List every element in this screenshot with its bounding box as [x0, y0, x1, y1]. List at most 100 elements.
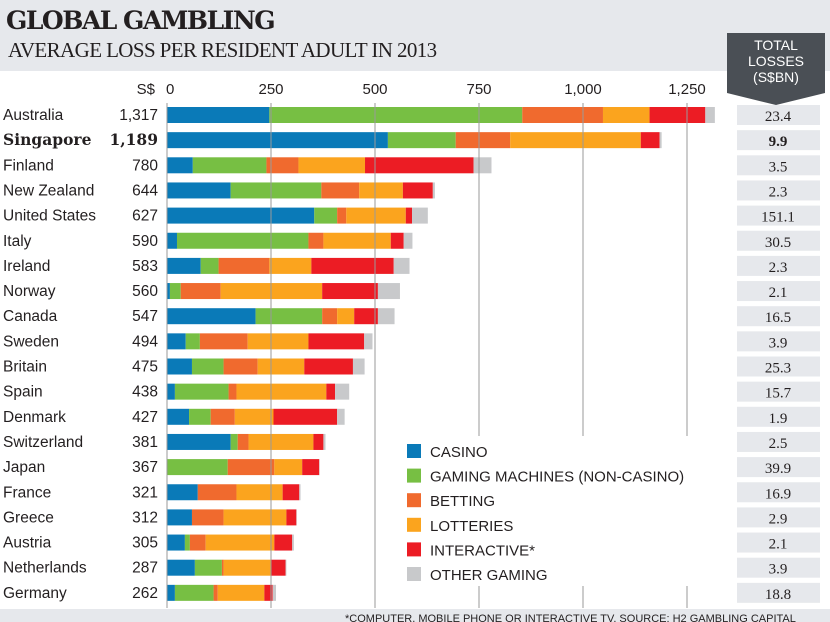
bar-segment-casino — [167, 132, 388, 149]
total-value-label: 287 — [132, 560, 158, 577]
bar-segment-gaming-machines-non-casino- — [230, 182, 322, 199]
bar-segment-other-gaming — [337, 408, 345, 425]
bar-segment-lotteries — [510, 132, 641, 149]
total-losses-value: 2.1 — [769, 537, 788, 553]
total-losses-value: 2.3 — [769, 184, 788, 200]
chart-subtitle: AVERAGE LOSS PER RESIDENT ADULT IN 2013 — [8, 38, 437, 62]
total-losses-box — [737, 331, 820, 352]
total-losses-box — [737, 105, 820, 125]
category-label: Singapore — [3, 130, 92, 149]
bar-segment-gaming-machines-non-casino- — [200, 257, 219, 274]
bar-segment-other-gaming — [393, 257, 410, 274]
total-value-label: 560 — [132, 283, 158, 300]
category-label: Denmark — [3, 409, 66, 426]
bar-segment-lotteries — [274, 459, 303, 476]
bar-segment-gaming-machines-non-casino- — [269, 107, 523, 123]
total-losses-header: TOTAL LOSSES (S$BN) — [727, 33, 825, 105]
total-losses-value: 2.5 — [769, 436, 788, 452]
bar-segment-lotteries — [269, 257, 312, 274]
total-losses-box — [737, 180, 820, 201]
total-value-label: 494 — [132, 333, 158, 350]
bar-segment-interactive- — [365, 157, 474, 174]
bar-segment-betting — [337, 207, 347, 224]
bar-segment-interactive- — [264, 584, 273, 601]
total-losses-value: 2.1 — [769, 285, 788, 301]
total-losses-value: 3.5 — [769, 159, 788, 175]
total-losses-line: LOSSES — [747, 53, 805, 69]
bar-segment-casino — [167, 257, 201, 274]
total-value-label: 305 — [132, 535, 158, 552]
x-tick-label: 1,250 — [668, 81, 706, 98]
bar-segment-casino — [167, 584, 175, 601]
bar-segment-lotteries — [337, 308, 355, 325]
total-losses-box — [737, 457, 820, 478]
legend-label: INTERACTIVE* — [430, 542, 535, 559]
bar-segment-casino — [167, 358, 192, 375]
bar-segment-gaming-machines-non-casino- — [169, 283, 181, 300]
bar-segment-gaming-machines-non-casino- — [314, 207, 338, 224]
total-losses-box — [737, 582, 820, 603]
bar-segment-casino — [167, 207, 315, 224]
legend-swatch — [407, 493, 421, 508]
x-axis-label: S$ — [137, 81, 156, 98]
total-losses-box — [737, 406, 820, 427]
bar-segment-interactive- — [354, 308, 378, 325]
total-losses-box — [737, 155, 820, 176]
bar-segment-interactive- — [405, 207, 413, 224]
bar-segment-casino — [167, 383, 175, 400]
bar-segment-betting — [197, 484, 237, 501]
total-losses-box — [737, 306, 820, 327]
x-tick-label: 250 — [258, 81, 283, 98]
legend-swatch — [407, 567, 421, 581]
bar-segment-betting — [199, 333, 248, 350]
bar-segment-casino — [167, 333, 186, 350]
bar-segment-casino — [167, 107, 270, 123]
category-label: Norway — [3, 283, 56, 300]
total-losses-box — [737, 381, 820, 402]
bar-segment-other-gaming — [432, 182, 435, 199]
bar-segment-lotteries — [217, 584, 265, 601]
bar-segment-other-gaming — [364, 333, 373, 350]
bar-segment-interactive- — [402, 182, 433, 199]
bar-segment-lotteries — [602, 107, 650, 123]
bar-segment-betting — [228, 383, 237, 400]
category-label: Australia — [3, 107, 64, 124]
total-losses-value: 2.3 — [769, 260, 788, 276]
bar-segment-other-gaming — [412, 207, 428, 224]
total-value-label: 644 — [132, 182, 158, 199]
total-losses-box — [737, 482, 820, 503]
bar-segment-gaming-machines-non-casino- — [230, 433, 238, 450]
bar-segment-gaming-machines-non-casino- — [174, 383, 229, 400]
bar-segment-betting — [308, 232, 324, 249]
total-value-label: 427 — [132, 409, 158, 426]
category-label: Japan — [3, 459, 45, 476]
total-losses-box — [737, 130, 820, 151]
bar-segment-gaming-machines-non-casino- — [167, 459, 228, 476]
category-label: Greece — [3, 509, 54, 526]
footnote: *COMPUTER, MOBILE PHONE OR INTERACTIVE T… — [0, 609, 830, 622]
bar-segment-lotteries — [359, 182, 403, 199]
legend-label: GAMING MACHINES (NON-CASINO) — [430, 469, 684, 486]
total-losses-value: 25.3 — [765, 361, 791, 377]
bar-segment-betting — [213, 584, 218, 601]
bar-segment-gaming-machines-non-casino- — [194, 559, 222, 576]
total-value-label: 780 — [132, 157, 158, 174]
bar-segment-casino — [167, 408, 190, 425]
total-losses-line: TOTAL — [754, 37, 798, 53]
total-losses-value: 3.9 — [769, 335, 788, 351]
total-losses-box — [737, 532, 820, 553]
total-value-label: 312 — [132, 509, 158, 526]
bar-segment-casino — [167, 182, 231, 199]
bar-segment-betting — [189, 534, 206, 551]
legend-swatch — [407, 517, 421, 532]
bar-segment-lotteries — [247, 333, 309, 350]
bar-segment-interactive- — [322, 283, 378, 300]
total-value-label: 547 — [132, 308, 158, 325]
bar-segment-lotteries — [234, 408, 274, 425]
bar-segment-other-gaming — [659, 132, 662, 149]
bar-segment-casino — [167, 484, 198, 501]
legend-label: CASINO — [430, 444, 488, 461]
bar-segment-interactive- — [640, 132, 660, 149]
category-label: Ireland — [3, 258, 50, 275]
